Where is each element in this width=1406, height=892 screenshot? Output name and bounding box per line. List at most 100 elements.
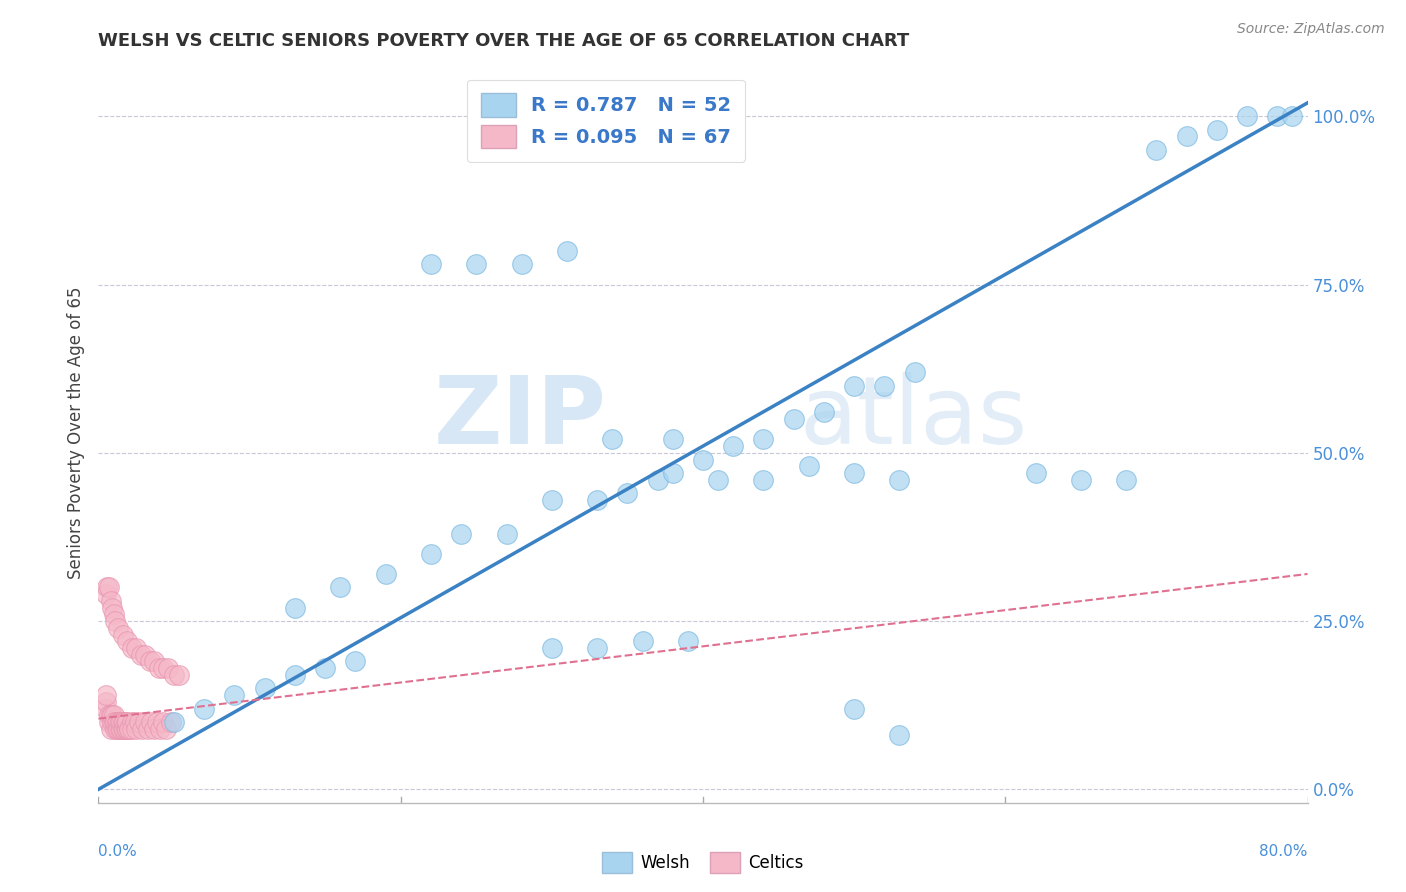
Point bbox=[253, 681, 276, 696]
Point bbox=[420, 547, 443, 561]
Point bbox=[100, 594, 122, 608]
Point bbox=[115, 634, 138, 648]
Point bbox=[284, 600, 307, 615]
Point bbox=[131, 722, 153, 736]
Point bbox=[108, 722, 131, 736]
Point bbox=[152, 714, 174, 729]
Point bbox=[156, 661, 179, 675]
Point bbox=[110, 722, 132, 736]
Point bbox=[149, 722, 172, 736]
Point bbox=[104, 714, 127, 729]
Point bbox=[752, 433, 775, 447]
Point bbox=[121, 640, 143, 655]
Point bbox=[100, 708, 122, 723]
Text: atlas: atlas bbox=[800, 372, 1028, 464]
Point bbox=[155, 722, 177, 736]
Text: 80.0%: 80.0% bbox=[1260, 845, 1308, 860]
Point bbox=[616, 486, 638, 500]
Point bbox=[101, 714, 124, 729]
Point bbox=[100, 722, 122, 736]
Point bbox=[111, 627, 134, 641]
Point bbox=[112, 714, 135, 729]
Y-axis label: Seniors Poverty Over the Age of 65: Seniors Poverty Over the Age of 65 bbox=[66, 286, 84, 579]
Text: Source: ZipAtlas.com: Source: ZipAtlas.com bbox=[1237, 22, 1385, 37]
Point bbox=[1281, 109, 1303, 123]
Point bbox=[163, 668, 186, 682]
Point bbox=[114, 722, 136, 736]
Point bbox=[661, 433, 683, 447]
Point bbox=[98, 708, 121, 723]
Point bbox=[94, 688, 117, 702]
Point bbox=[129, 648, 152, 662]
Point bbox=[128, 714, 150, 729]
Point bbox=[344, 655, 367, 669]
Point bbox=[813, 405, 835, 419]
Point bbox=[783, 412, 806, 426]
Point bbox=[1236, 109, 1258, 123]
Point bbox=[143, 655, 166, 669]
Point bbox=[450, 526, 472, 541]
Point bbox=[314, 661, 336, 675]
Point bbox=[1144, 143, 1167, 157]
Point bbox=[94, 587, 117, 601]
Point bbox=[115, 722, 138, 736]
Point bbox=[141, 714, 163, 729]
Text: 0.0%: 0.0% bbox=[98, 845, 138, 860]
Point bbox=[121, 714, 143, 729]
Point bbox=[111, 714, 134, 729]
Point bbox=[107, 621, 129, 635]
Point bbox=[284, 668, 307, 682]
Point bbox=[160, 714, 183, 729]
Point bbox=[873, 378, 896, 392]
Point bbox=[465, 257, 488, 271]
Point bbox=[118, 722, 141, 736]
Point bbox=[889, 729, 911, 743]
Point bbox=[540, 492, 562, 507]
Text: WELSH VS CELTIC SENIORS POVERTY OVER THE AGE OF 65 CORRELATION CHART: WELSH VS CELTIC SENIORS POVERTY OVER THE… bbox=[98, 32, 910, 50]
Point bbox=[103, 708, 125, 723]
Point bbox=[844, 378, 866, 392]
Point bbox=[125, 722, 148, 736]
Point bbox=[110, 714, 132, 729]
Point bbox=[586, 640, 609, 655]
Point bbox=[103, 714, 125, 729]
Point bbox=[224, 688, 246, 702]
Point bbox=[101, 600, 124, 615]
Point bbox=[148, 661, 170, 675]
Point bbox=[108, 714, 131, 729]
Legend: R = 0.787   N = 52, R = 0.095   N = 67: R = 0.787 N = 52, R = 0.095 N = 67 bbox=[467, 79, 745, 162]
Point bbox=[103, 607, 125, 622]
Point bbox=[152, 661, 174, 675]
Point bbox=[163, 714, 186, 729]
Point bbox=[586, 492, 609, 507]
Point bbox=[139, 655, 162, 669]
Point bbox=[125, 640, 148, 655]
Point bbox=[104, 614, 127, 628]
Point bbox=[1024, 466, 1046, 480]
Point bbox=[329, 581, 352, 595]
Point bbox=[707, 473, 730, 487]
Point bbox=[146, 714, 169, 729]
Point bbox=[121, 722, 143, 736]
Point bbox=[1206, 122, 1229, 136]
Point bbox=[1175, 129, 1198, 144]
Point bbox=[510, 257, 533, 271]
Point bbox=[118, 722, 141, 736]
Point bbox=[114, 714, 136, 729]
Point bbox=[1070, 473, 1092, 487]
Point bbox=[676, 634, 699, 648]
Point bbox=[889, 473, 911, 487]
Point bbox=[647, 473, 669, 487]
Point bbox=[844, 466, 866, 480]
Point bbox=[94, 701, 117, 715]
Point bbox=[112, 722, 135, 736]
Point bbox=[904, 365, 927, 379]
Point bbox=[134, 648, 156, 662]
Point bbox=[692, 452, 714, 467]
Point bbox=[96, 581, 118, 595]
Point bbox=[143, 722, 166, 736]
Point bbox=[107, 714, 129, 729]
Point bbox=[602, 433, 624, 447]
Point bbox=[94, 695, 117, 709]
Point bbox=[98, 714, 121, 729]
